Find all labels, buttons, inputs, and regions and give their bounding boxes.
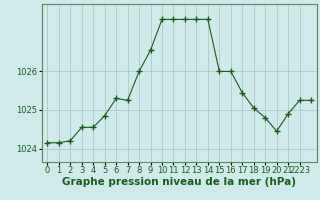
X-axis label: Graphe pression niveau de la mer (hPa): Graphe pression niveau de la mer (hPa) (62, 177, 296, 187)
